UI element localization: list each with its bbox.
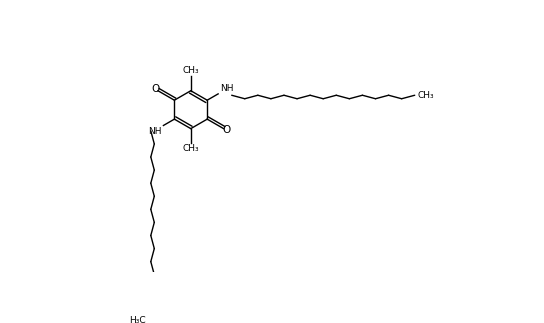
Text: CH₃: CH₃ <box>182 66 199 75</box>
Text: H₃C: H₃C <box>129 316 145 323</box>
Text: NH: NH <box>220 84 233 92</box>
Text: CH₃: CH₃ <box>417 91 434 100</box>
Text: CH₃: CH₃ <box>182 144 199 153</box>
Text: O: O <box>222 125 231 135</box>
Text: NH: NH <box>148 127 162 136</box>
Text: O: O <box>151 84 159 94</box>
